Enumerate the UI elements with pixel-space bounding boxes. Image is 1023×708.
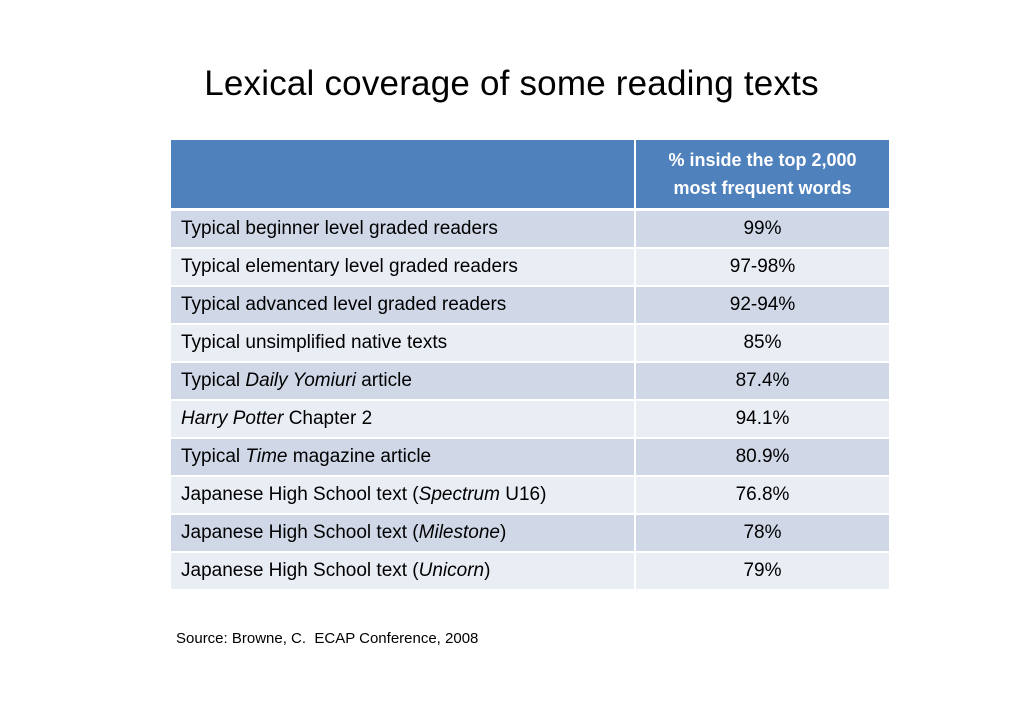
text-name-cell: Typical Time magazine article	[171, 438, 636, 477]
table-row: Japanese High School text (Unicorn) 79%	[171, 552, 889, 591]
table-row: Typical Time magazine article 80.9%	[171, 438, 889, 477]
text-name-cell: Typical advanced level graded readers	[171, 286, 636, 325]
table-row: Typical unsimplified native texts 85%	[171, 324, 889, 363]
text-name-cell: Typical elementary level graded readers	[171, 248, 636, 287]
text-name-cell: Typical unsimplified native texts	[171, 324, 636, 363]
text-name-cell: Harry Potter Chapter 2	[171, 400, 636, 439]
coverage-value-cell: 78%	[635, 514, 889, 553]
coverage-value-cell: 87.4%	[635, 362, 889, 401]
table-row: Harry Potter Chapter 2 94.1%	[171, 400, 889, 439]
header-coverage-column: % inside the top 2,000 most frequent wor…	[635, 140, 889, 211]
text-name-cell: Typical Daily Yomiuri article	[171, 362, 636, 401]
text-name-cell: Japanese High School text (Spectrum U16)	[171, 476, 636, 515]
header-text-column	[171, 140, 636, 211]
text-name-cell: Typical beginner level graded readers	[171, 209, 636, 249]
coverage-table: % inside the top 2,000 most frequent wor…	[171, 140, 889, 591]
coverage-value-cell: 99%	[635, 209, 889, 249]
coverage-value-cell: 85%	[635, 324, 889, 363]
text-name-cell: Japanese High School text (Unicorn)	[171, 552, 636, 591]
source-citation: Source: Browne, C. ECAP Conference, 2008	[176, 630, 479, 647]
table-row: Typical advanced level graded readers 92…	[171, 286, 889, 325]
table-header-row: % inside the top 2,000 most frequent wor…	[171, 140, 889, 211]
coverage-value-cell: 79%	[635, 552, 889, 591]
coverage-value-cell: 92-94%	[635, 286, 889, 325]
table-row: Japanese High School text (Milestone) 78…	[171, 514, 889, 553]
text-name-cell: Japanese High School text (Milestone)	[171, 514, 636, 553]
table-row: Typical elementary level graded readers …	[171, 248, 889, 287]
coverage-value-cell: 94.1%	[635, 400, 889, 439]
coverage-value-cell: 97-98%	[635, 248, 889, 287]
table-row: Typical beginner level graded readers 99…	[171, 209, 889, 249]
table-row: Typical Daily Yomiuri article 87.4%	[171, 362, 889, 401]
coverage-value-cell: 76.8%	[635, 476, 889, 515]
header-coverage-line-2: most frequent words	[673, 178, 852, 198]
header-coverage-line-1: % inside the top 2,000	[668, 150, 857, 170]
coverage-value-cell: 80.9%	[635, 438, 889, 477]
table-row: Japanese High School text (Spectrum U16)…	[171, 476, 889, 515]
slide-title: Lexical coverage of some reading texts	[204, 64, 819, 103]
